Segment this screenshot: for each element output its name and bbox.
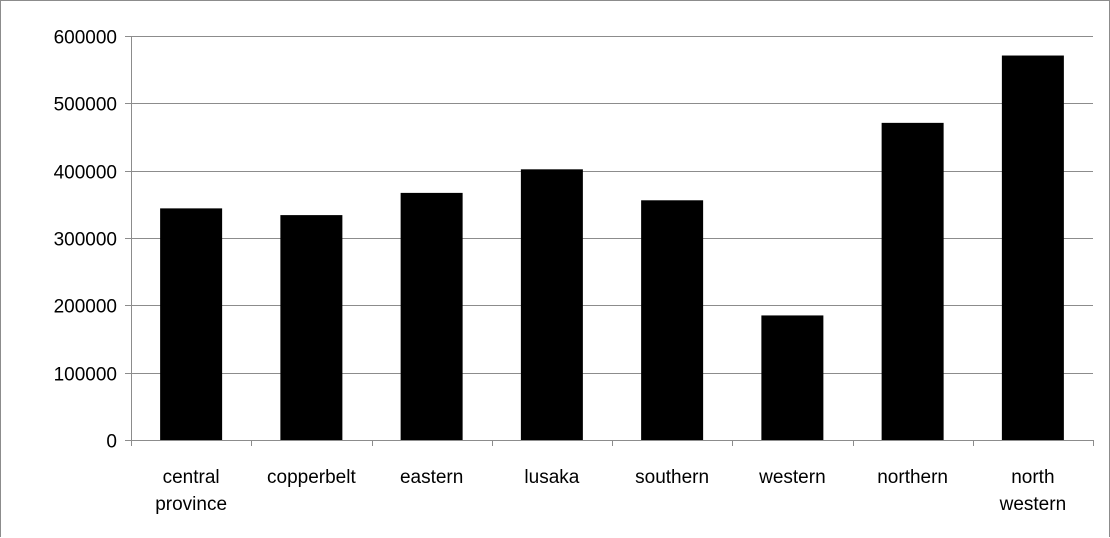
y-tick-label: 500000 [54,95,117,116]
x-category-label-line: eastern [400,467,463,488]
x-category-label-line: northern [877,467,948,488]
x-category-label: western [758,467,826,488]
bar [160,208,223,440]
x-category-label: copperbelt [267,467,356,488]
bar [761,315,824,440]
bar [280,215,343,440]
x-category-label-line: southern [635,467,709,488]
x-category-label: eastern [400,467,463,488]
y-tick-label: 300000 [54,230,117,251]
x-category-label: northern [877,467,948,488]
bar [881,122,944,441]
x-category-label-line: north [1011,467,1054,488]
x-category-label: north western [999,467,1067,515]
y-tick-label: 400000 [54,163,117,184]
bar [520,169,583,440]
x-category-label-line: western [758,467,826,488]
bar [1001,55,1064,440]
x-category-label-line: copperbelt [267,467,356,488]
y-tick-label: 100000 [54,365,117,386]
x-category-label-line: western [999,494,1067,515]
x-category-label: southern [635,467,709,488]
x-category-label-line: province [155,494,227,515]
x-category-label-line: central [163,467,220,488]
x-category-label-line: lusaka [524,467,579,488]
x-category-label: central province [155,467,227,515]
bar [641,200,704,440]
y-tick-label: 0 [106,432,117,453]
y-tick-label: 200000 [54,297,117,318]
y-axis-tick-labels: 0 100000 200000 300000 400000 500000 600000 [54,28,117,453]
x-category-label: lusaka [524,467,579,488]
x-axis-category-labels: central province copperbelt eastern lusaka so… [155,467,1066,515]
bar [400,192,463,440]
y-tick-label: 600000 [54,28,117,49]
bars [160,55,1064,441]
gridlines [131,36,1093,374]
axes [125,36,1094,446]
